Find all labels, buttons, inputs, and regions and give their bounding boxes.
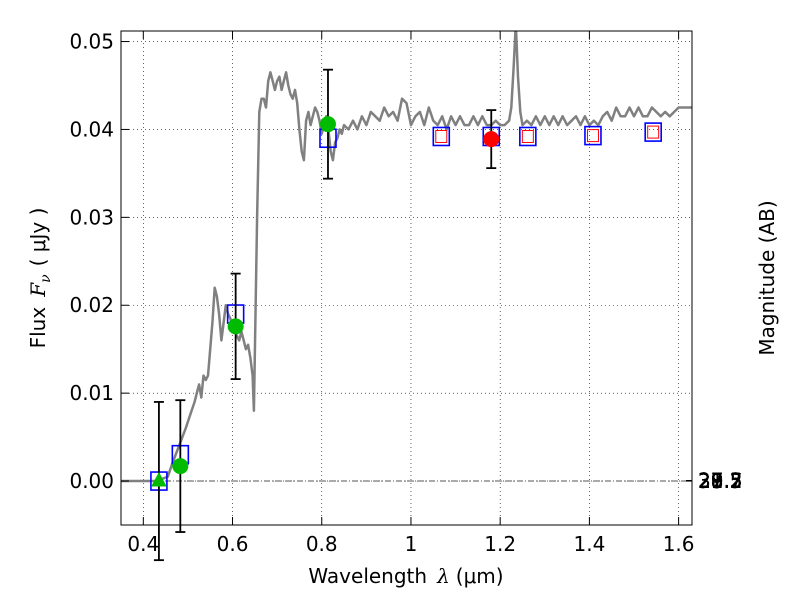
y-axis-label-unit: ( μJy ) xyxy=(26,208,50,267)
x-tick-label: 0.6 xyxy=(217,532,249,556)
x-axis-label-unit: (μm) xyxy=(456,564,504,588)
y2-axis-label: Magnitude (AB) xyxy=(755,200,779,355)
detection-point xyxy=(172,458,189,475)
detection-point xyxy=(227,318,244,335)
mag-tick-label: 27.3 xyxy=(698,469,743,493)
y-axis-label: Flux Fν ( μJy ) xyxy=(26,208,54,349)
model-flux-box xyxy=(644,122,662,142)
x-tick-label: 1 xyxy=(405,532,418,556)
mag-tick-label: 27.5 xyxy=(698,469,743,493)
plot-area xyxy=(121,31,692,483)
plot-frame xyxy=(120,30,693,526)
y-axis-label-subscript: ν xyxy=(38,274,54,283)
y-tick-label: 0.00 xyxy=(69,469,114,493)
mag-tick-label: 27.7 xyxy=(698,469,743,493)
red-band-box xyxy=(435,129,448,143)
y-tick-label: 0.03 xyxy=(69,205,114,229)
ticks: 0.4 0.6 0.8 1 1.2 1.4 1.6 0.00 0.01 0.02 0.03 0.04 0… xyxy=(69,30,742,556)
y-axis-label-prefix: Flux xyxy=(26,307,50,349)
x-tick-label: 0.8 xyxy=(306,532,338,556)
mag-tick-label: 28.5 xyxy=(698,469,743,493)
red-band-box xyxy=(521,129,534,143)
model-flux-box xyxy=(519,126,537,147)
x-axis-label: Wavelength λ (μm) xyxy=(308,564,503,588)
mag-tick-label: 29 xyxy=(698,469,723,493)
mag-tick-label: 27.2 xyxy=(698,469,743,493)
x-tick-label: 1.4 xyxy=(573,532,605,556)
y-tick-label: 0.01 xyxy=(69,381,114,405)
detection-point xyxy=(319,116,336,133)
y-axis-label-symbol: F xyxy=(26,282,50,298)
x-tick-label: 1.2 xyxy=(484,532,516,556)
red-band-box xyxy=(586,129,599,143)
mag-tick-label: 30 xyxy=(698,469,723,493)
x-tick-label: 1.6 xyxy=(663,532,695,556)
y-tick-label: 0.02 xyxy=(69,293,114,317)
y-tick-label: 0.05 xyxy=(69,30,114,54)
mag-tick-label: 29.5 xyxy=(698,469,743,493)
red-detection-point xyxy=(483,131,500,148)
red-band-box xyxy=(647,125,660,139)
x-axis-label-symbol: λ xyxy=(436,564,450,588)
y-tick-label: 0.04 xyxy=(69,117,114,141)
upper-limit-triangle xyxy=(151,471,167,487)
x-tick-label: 0.4 xyxy=(127,532,159,556)
data-markers xyxy=(150,68,662,562)
model-flux-box xyxy=(584,125,602,146)
mag-tick-label: 28.2 xyxy=(698,469,743,493)
mag-tick-label: 28 xyxy=(698,469,723,493)
mag-tick-label: 31 xyxy=(698,469,723,493)
model-flux-box xyxy=(432,126,451,147)
model-spectrum-line xyxy=(121,31,692,483)
x-axis-label-prefix: Wavelength xyxy=(308,564,427,588)
